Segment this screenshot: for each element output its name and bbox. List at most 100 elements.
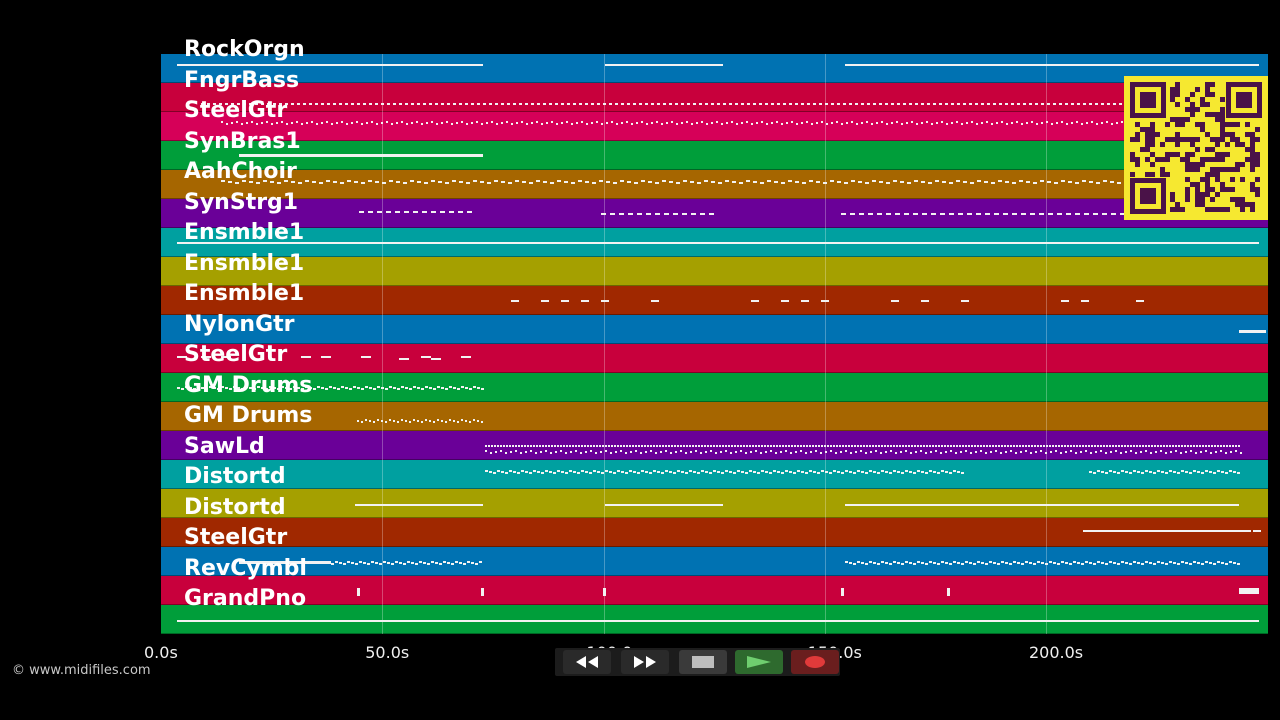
note (1077, 103, 1080, 105)
note (765, 471, 768, 473)
note (947, 445, 949, 447)
note (213, 103, 216, 105)
note (920, 445, 922, 447)
note (629, 470, 632, 472)
note (1153, 472, 1156, 474)
note (345, 387, 348, 389)
note (543, 181, 547, 183)
note (925, 452, 927, 454)
note (981, 103, 984, 105)
note (297, 387, 300, 389)
note (849, 103, 852, 105)
stop-button[interactable] (679, 650, 727, 674)
note (710, 445, 712, 447)
note (962, 445, 964, 447)
note (800, 450, 802, 452)
note (421, 388, 424, 390)
note (941, 445, 943, 447)
note (1004, 445, 1006, 447)
note (641, 470, 644, 472)
note (890, 450, 892, 452)
note (301, 123, 303, 125)
note (885, 451, 887, 453)
note (682, 213, 687, 215)
note (593, 470, 596, 472)
note (481, 421, 483, 423)
record-button[interactable] (791, 650, 839, 674)
play-button[interactable] (735, 650, 783, 674)
note (491, 445, 493, 447)
note (277, 182, 281, 184)
note (671, 121, 673, 123)
note (399, 562, 402, 564)
note (980, 450, 982, 452)
note (745, 452, 747, 454)
note (257, 386, 260, 388)
note (584, 445, 586, 447)
note (361, 388, 364, 390)
note (1045, 452, 1047, 454)
note (355, 504, 483, 506)
note (921, 300, 929, 302)
note (869, 445, 871, 447)
note (1033, 563, 1036, 565)
note (661, 123, 663, 125)
note (865, 182, 869, 184)
note (381, 420, 383, 422)
note (649, 472, 652, 474)
note (989, 561, 992, 563)
note (977, 561, 980, 563)
note (509, 445, 511, 447)
note (469, 421, 471, 423)
note (401, 121, 403, 123)
note (393, 420, 395, 422)
rewind-button[interactable] (563, 650, 611, 674)
note (357, 387, 360, 389)
note (857, 470, 860, 472)
note (765, 451, 767, 453)
note (830, 450, 832, 452)
note (457, 388, 460, 390)
note (620, 450, 622, 452)
note (881, 561, 884, 563)
note (361, 123, 363, 125)
note (1097, 561, 1100, 563)
note (959, 445, 961, 447)
note (937, 472, 940, 474)
note (995, 445, 997, 447)
note (873, 562, 876, 564)
note (461, 121, 463, 123)
note (749, 445, 751, 447)
note (599, 180, 603, 182)
note (237, 387, 240, 389)
note (947, 588, 950, 596)
note (949, 563, 952, 565)
note (939, 103, 942, 105)
fast-forward-button[interactable] (621, 650, 669, 674)
note (1215, 451, 1217, 453)
note (915, 103, 918, 105)
note (625, 472, 628, 474)
note (741, 103, 744, 105)
note (1103, 445, 1105, 447)
note (590, 450, 592, 452)
note (974, 445, 976, 447)
note (1101, 122, 1103, 124)
note (849, 471, 852, 473)
note (1075, 452, 1077, 454)
note (1033, 182, 1037, 184)
note (485, 450, 487, 452)
note (613, 182, 617, 184)
rewind-icon (576, 656, 598, 668)
note (839, 445, 841, 447)
note (303, 103, 306, 105)
note (1105, 563, 1108, 565)
note (650, 445, 652, 447)
note (592, 182, 596, 184)
note (277, 388, 280, 390)
note (286, 123, 288, 125)
note (718, 182, 722, 184)
note (433, 388, 436, 390)
note (291, 103, 294, 105)
note (349, 388, 352, 390)
